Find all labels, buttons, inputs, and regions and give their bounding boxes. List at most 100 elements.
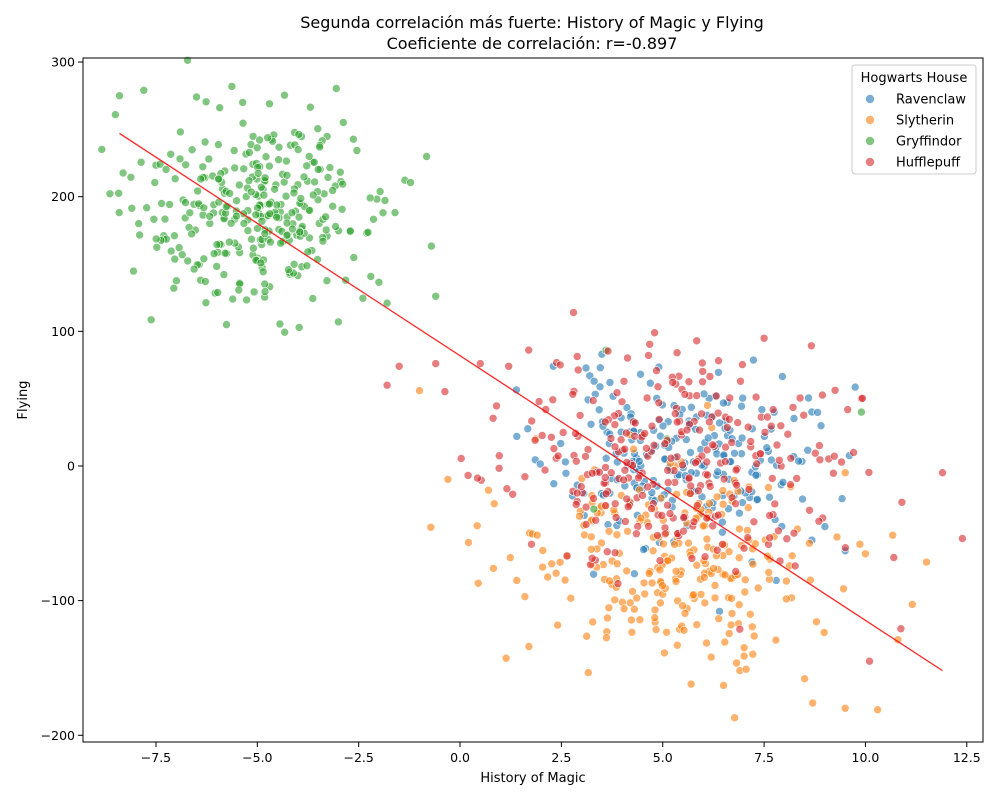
data-point-slytherin	[644, 569, 654, 578]
data-point-gryffindor	[170, 174, 180, 183]
data-point-ravenclaw	[601, 453, 611, 463]
chart-title: Segunda correlación más fuerte: History …	[300, 13, 764, 32]
data-point-gryffindor	[146, 315, 156, 325]
legend-label-ravenclaw: Ravenclaw	[896, 93, 966, 108]
data-point-slytherin	[464, 538, 473, 547]
legend: Hogwarts House Ravenclaw Slytherin Gryffin…	[851, 64, 977, 175]
data-point-gryffindor	[427, 241, 436, 251]
data-point-hufflepuff	[692, 501, 702, 510]
data-point-hufflepuff	[837, 457, 846, 467]
data-point-slytherin	[709, 564, 718, 573]
data-point-slytherin	[712, 492, 722, 502]
data-point-hufflepuff	[830, 385, 840, 395]
data-point-gryffindor	[265, 209, 275, 218]
data-point-gryffindor	[305, 206, 314, 215]
data-point-hufflepuff	[653, 531, 662, 540]
x-axis-label: History of Magic	[480, 771, 585, 786]
data-point-slytherin	[612, 559, 622, 569]
data-point-slytherin	[635, 615, 645, 625]
data-point-ravenclaw	[535, 459, 545, 469]
data-point-gryffindor	[170, 231, 179, 240]
data-point-hufflepuff	[504, 361, 514, 371]
data-point-hufflepuff	[689, 517, 699, 527]
data-point-slytherin	[582, 631, 592, 641]
data-point-slytherin	[692, 620, 702, 630]
data-point-gryffindor	[172, 276, 181, 286]
data-point-hufflepuff	[896, 624, 906, 634]
data-point-gryffindor	[201, 97, 211, 107]
data-point-gryffindor	[328, 201, 338, 211]
data-point-slytherin	[650, 613, 660, 623]
data-point-gryffindor	[308, 294, 318, 303]
data-point-ravenclaw	[765, 492, 774, 502]
data-point-gryffindor	[238, 98, 247, 107]
x-tick-label: −2.5	[343, 750, 373, 765]
data-point-slytherin	[636, 513, 646, 523]
data-point-gryffindor	[115, 91, 124, 100]
data-point-hufflepuff	[731, 465, 741, 475]
data-point-gryffindor	[166, 246, 176, 256]
data-point-slytherin	[739, 651, 749, 661]
data-point-hufflepuff	[814, 516, 824, 526]
data-point-hufflepuff	[685, 489, 695, 498]
data-point-gryffindor	[238, 118, 248, 128]
y-axis-label: Flying	[16, 381, 31, 420]
data-point-hufflepuff	[864, 468, 874, 477]
data-point-hufflepuff	[749, 517, 759, 527]
data-point-hufflepuff	[623, 353, 632, 363]
data-point-hufflepuff	[657, 511, 667, 520]
data-point-slytherin	[787, 551, 797, 561]
data-point-ravenclaw	[837, 494, 847, 503]
data-point-gryffindor	[235, 180, 244, 190]
data-point-slytherin	[710, 581, 720, 590]
data-point-gryffindor	[129, 266, 138, 276]
data-point-gryffindor	[199, 203, 209, 213]
data-point-hufflepuff	[739, 543, 749, 553]
legend-marker-slytherin	[865, 115, 875, 125]
data-point-hufflepuff	[815, 441, 824, 450]
data-point-gryffindor	[335, 167, 345, 177]
data-point-hufflepuff	[743, 533, 753, 542]
data-point-hufflepuff	[581, 502, 591, 512]
data-point-hufflepuff	[732, 480, 742, 490]
data-point-hufflepuff	[760, 427, 770, 437]
data-point-hufflepuff	[720, 457, 730, 466]
data-point-slytherin	[732, 658, 741, 668]
data-point-hufflepuff	[568, 389, 578, 399]
data-point-gryffindor	[309, 158, 319, 167]
data-point-gryffindor	[251, 210, 261, 220]
data-point-slytherin	[907, 600, 917, 609]
data-point-hufflepuff	[733, 418, 743, 427]
data-point-gryffindor	[380, 196, 390, 205]
data-point-ravenclaw	[850, 382, 860, 392]
data-point-slytherin	[771, 635, 781, 645]
data-point-gryffindor	[369, 215, 378, 224]
data-point-gryffindor	[176, 127, 185, 137]
data-point-ravenclaw	[595, 382, 605, 392]
data-point-gryffindor	[157, 199, 166, 208]
data-point-hufflepuff	[588, 396, 598, 405]
data-point-hufflepuff	[647, 504, 656, 513]
data-point-ravenclaw	[816, 421, 826, 431]
data-point-slytherin	[735, 524, 744, 534]
data-point-slytherin	[670, 540, 679, 549]
data-point-gryffindor	[280, 90, 289, 100]
data-point-slytherin	[710, 593, 720, 603]
data-point-ravenclaw	[549, 479, 559, 489]
data-point-hufflepuff	[581, 452, 590, 461]
data-point-hufflepuff	[619, 475, 629, 485]
data-point-ravenclaw	[714, 368, 723, 377]
data-point-gryffindor	[349, 134, 358, 144]
data-point-hufflepuff	[686, 481, 696, 491]
data-point-hufflepuff	[722, 423, 732, 432]
y-tick-label: 300	[51, 55, 75, 70]
data-point-gryffindor	[334, 317, 343, 327]
data-point-ravenclaw	[778, 477, 788, 487]
data-point-hufflepuff	[746, 437, 756, 446]
data-point-hufflepuff	[630, 418, 640, 428]
data-point-slytherin	[538, 562, 547, 572]
data-point-hufflepuff	[731, 499, 740, 509]
data-point-ravenclaw	[751, 470, 761, 480]
data-point-hufflepuff	[768, 405, 778, 414]
data-point-gryffindor	[227, 82, 237, 91]
